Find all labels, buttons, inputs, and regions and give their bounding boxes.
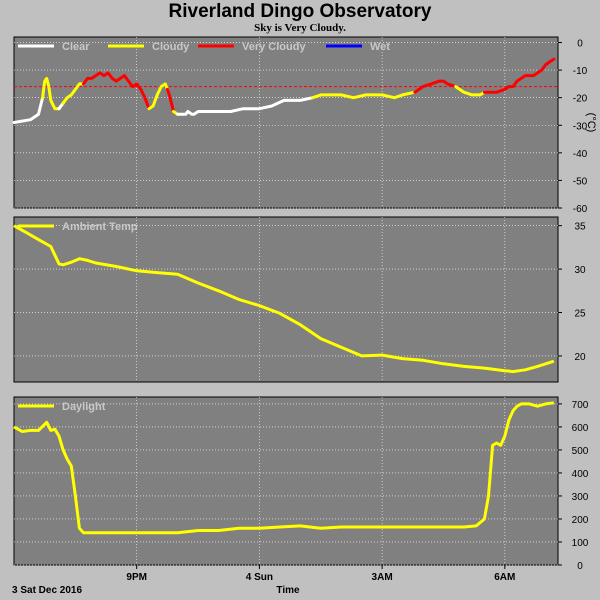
x-axis-label: Time — [276, 585, 300, 596]
daylight-ytick-label: 600 — [572, 423, 589, 434]
daylight-ytick-label: 400 — [572, 469, 589, 480]
sky-ylabel: (°C) — [585, 113, 597, 133]
sky-series-segment — [61, 82, 85, 105]
sky-series-segment — [176, 96, 315, 116]
ambient-series-line — [13, 224, 555, 374]
daylight-ytick-label: 300 — [572, 492, 589, 503]
sky-ytick-label: -10 — [573, 66, 588, 77]
sky-panel: 0 -10 -20 -30 -40 -50 -60 (°C) Clear Cloudy Very C… — [12, 36, 597, 215]
ambient-ytick-label: 35 — [574, 222, 586, 233]
daylight-ytick-label: 200 — [572, 515, 589, 526]
xtick-label: 9PM — [126, 572, 147, 583]
sky-status-subtitle: Sky is Very Cloudy. — [254, 22, 346, 34]
page-title: Riverland Dingo Observatory — [168, 1, 432, 22]
sky-series-segment — [12, 96, 45, 124]
daylight-ytick-label: 500 — [572, 446, 589, 457]
sky-series-segment — [82, 71, 151, 111]
ambient-panel: 35 30 25 20 Ambient Temp — [13, 216, 586, 383]
daylight-legend-label: Daylight — [62, 401, 106, 413]
sky-ytick-label: 0 — [577, 39, 583, 50]
ambient-legend-label: Ambient Temp — [62, 221, 138, 233]
sky-series-segment — [147, 82, 169, 111]
ambient-ytick-label: 25 — [574, 309, 586, 320]
sky-legend-label: Wet — [370, 41, 390, 53]
sky-series-segment — [311, 90, 417, 100]
sky-series-segment — [482, 57, 556, 94]
sky-series-segment — [41, 76, 61, 111]
sky-ytick-label: -60 — [573, 204, 588, 215]
sky-legend-label: Very Cloudy — [242, 41, 306, 53]
sky-ytick-label: -40 — [573, 149, 588, 160]
sky-ytick-label: -20 — [573, 94, 588, 105]
sky-ytick-label: -50 — [573, 176, 588, 187]
xtick-label: 3AM — [372, 572, 393, 583]
daylight-ytick-label: 700 — [572, 400, 589, 411]
daylight-panel: 700 600 500 400 300 200 100 0 Daylight — [13, 396, 589, 572]
sky-plot-area — [13, 36, 559, 209]
daylight-series-line — [13, 401, 555, 535]
sky-legend-label: Clear — [62, 41, 90, 53]
daylight-ytick-label: 0 — [577, 561, 583, 572]
xtick-label: 4 Sun — [246, 572, 273, 583]
ambient-ytick-label: 30 — [574, 265, 586, 276]
sky-series-segment — [165, 87, 175, 113]
xtick-label: 6AM — [494, 572, 515, 583]
x-date-label: 3 Sat Dec 2016 — [12, 585, 82, 596]
ambient-ytick-label: 20 — [574, 352, 586, 363]
sky-ytick-label: -30 — [573, 121, 588, 132]
sky-series-segment — [413, 79, 458, 94]
daylight-ytick-label: 100 — [572, 538, 589, 549]
daylight-plot-area — [13, 396, 559, 566]
sky-series-segment — [454, 85, 486, 97]
sky-legend-label: Cloudy — [152, 41, 190, 53]
ambient-plot-area — [13, 216, 559, 383]
